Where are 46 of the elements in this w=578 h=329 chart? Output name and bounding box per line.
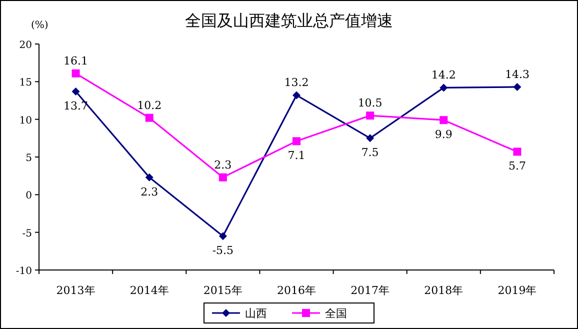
point xyxy=(218,232,227,240)
y-tick-label: 0 xyxy=(26,190,32,202)
data-label: 7.5 xyxy=(361,146,379,160)
y-tick-label: -10 xyxy=(16,266,32,277)
point xyxy=(366,112,374,120)
point xyxy=(513,148,522,156)
data-label: 2.3 xyxy=(214,158,232,172)
legend-label: 全国 xyxy=(325,307,347,320)
y-axis-title: (%) xyxy=(31,20,48,31)
x-tick-label: 2018年 xyxy=(424,284,464,297)
data-label: 10.2 xyxy=(137,98,162,112)
data-label: 2.3 xyxy=(140,185,158,198)
data-label: 13.7 xyxy=(64,99,88,112)
point xyxy=(218,173,227,182)
y-tick-label: 5 xyxy=(26,153,32,164)
data-label: 14.2 xyxy=(431,68,456,82)
point xyxy=(440,84,448,92)
point xyxy=(72,69,80,78)
point xyxy=(513,82,522,91)
point xyxy=(292,91,300,100)
x-tick-label: 2014年 xyxy=(130,284,169,297)
point xyxy=(366,134,374,142)
point xyxy=(145,173,154,182)
chart-title: 全国及山西建筑业总产值增速 xyxy=(185,11,393,30)
data-label: 7.1 xyxy=(288,149,306,162)
data-label: 13.2 xyxy=(284,76,309,90)
x-tick-label: 2019年 xyxy=(498,284,537,297)
data-label: 14.3 xyxy=(504,68,530,81)
point xyxy=(145,114,154,122)
data-label: 16.1 xyxy=(64,54,88,68)
data-label: 9.9 xyxy=(434,128,452,142)
data-label: 10.5 xyxy=(358,96,382,110)
point xyxy=(440,116,448,124)
x-tick-label: 2017年 xyxy=(350,284,390,297)
y-tick-label: 10 xyxy=(19,115,32,126)
point xyxy=(72,87,80,96)
y-tick-label: 20 xyxy=(19,40,32,51)
y-tick-label: 15 xyxy=(19,78,32,89)
data-label: 5.7 xyxy=(508,160,526,173)
y-tick-label: -5 xyxy=(22,228,32,240)
legend-label: 山西 xyxy=(245,307,267,320)
point xyxy=(292,137,300,146)
x-tick-label: 2013年 xyxy=(56,284,96,297)
data-label: -5.5 xyxy=(212,244,234,258)
x-tick-label: 2016年 xyxy=(277,284,316,297)
x-tick-label: 2015年 xyxy=(203,284,242,297)
